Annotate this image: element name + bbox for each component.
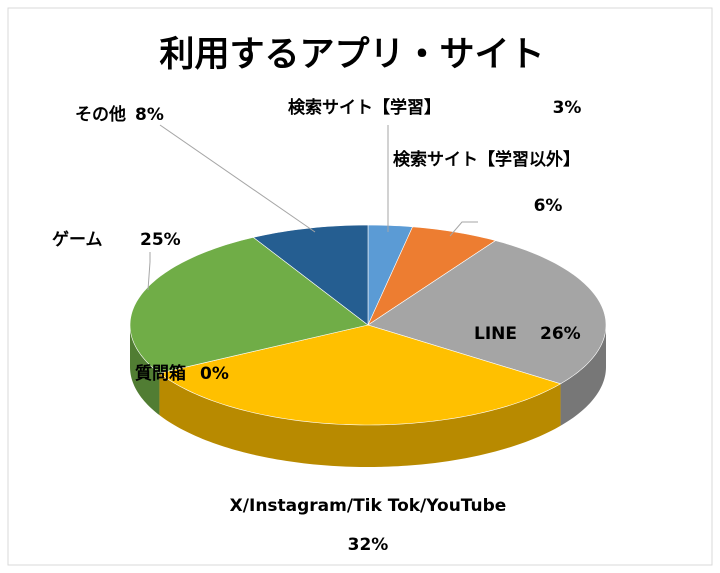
slice-side [159,373,561,467]
slice-label: 質問箱 [135,363,186,384]
slice-side [560,325,606,426]
value-label: 8% [135,105,164,125]
slice-label: 検索サイト【学習】 [288,97,441,118]
leader-line [159,124,316,233]
leader-line [449,221,478,237]
slice-label: ゲーム [52,229,103,250]
leader-line [147,252,151,291]
slice-label: その他 [75,104,126,125]
slice-side [130,325,160,416]
slice-label: 検索サイト【学習以外】 [393,149,580,170]
slice [158,324,562,426]
slice-label: LINE [474,324,517,344]
slice [367,226,497,326]
value-label: 6% [534,196,563,216]
slice [129,237,369,374]
value-label: 26% [540,324,581,344]
slice-label: X/Instagram/Tik Tok/YouTube [230,496,507,516]
slice [367,240,607,385]
value-label: 3% [553,98,582,118]
chart-title: 利用するアプリ・サイト [159,35,544,75]
value-label: 32% [348,535,389,555]
value-label: 25% [140,230,181,250]
value-label: 0% [200,364,229,384]
